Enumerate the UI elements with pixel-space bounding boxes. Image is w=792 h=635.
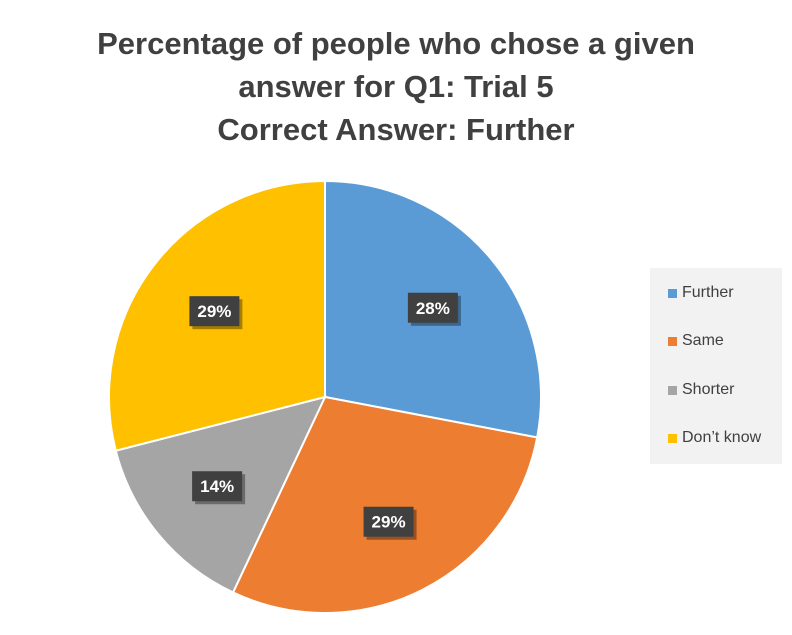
- legend-item-dont-know: Don’t know: [668, 428, 761, 448]
- legend-swatch-same: [668, 336, 677, 346]
- data-label-box: [407, 292, 458, 323]
- chart-legend: Further Same Shorter Don’t know: [650, 268, 782, 464]
- legend-swatch-shorter: [668, 385, 677, 395]
- legend-item-same: Same: [668, 331, 724, 351]
- data-label-box: [189, 296, 240, 327]
- legend-label-dont-know: Don’t know: [682, 429, 762, 446]
- chart-title-line-2: answer for Q1: Trial 5: [238, 69, 554, 104]
- legend-label-further: Further: [682, 284, 734, 301]
- legend-swatch-further: [668, 288, 677, 298]
- data-label-box: [192, 471, 243, 502]
- legend-swatch-dont-know: [668, 433, 677, 443]
- legend-item-further: Further: [668, 283, 734, 303]
- data-label-text: 29%: [372, 513, 406, 532]
- pie-slices: [108, 179, 542, 614]
- legend-label-same: Same: [682, 332, 724, 349]
- data-label-shorter: 14%: [192, 471, 246, 505]
- pie-slice-same: [231, 395, 539, 614]
- chart-title-line-3: Correct Answer: Further: [217, 112, 575, 147]
- data-label-text: 14%: [200, 477, 234, 496]
- legend-item-shorter: Shorter: [668, 380, 734, 400]
- data-label-same: 29%: [363, 506, 417, 540]
- pie-data-labels: 28% 29% 14% 29%: [189, 292, 461, 540]
- data-label-box: [363, 506, 414, 537]
- data-label-text: 29%: [197, 302, 231, 321]
- legend-label-shorter: Shorter: [682, 381, 735, 398]
- data-label-text: 28%: [416, 299, 450, 318]
- chart-title-line-1: Percentage of people who chose a given: [97, 26, 695, 61]
- data-label-further: 28%: [407, 292, 461, 326]
- data-label-don-t-know: 29%: [189, 296, 243, 330]
